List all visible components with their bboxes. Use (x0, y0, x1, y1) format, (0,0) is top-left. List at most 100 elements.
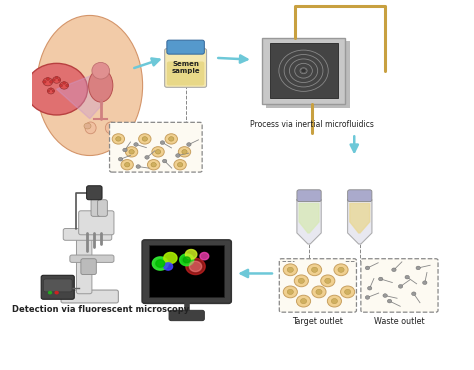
Circle shape (84, 123, 91, 129)
FancyBboxPatch shape (297, 190, 321, 202)
Circle shape (129, 149, 134, 154)
Circle shape (297, 295, 310, 307)
Polygon shape (180, 254, 194, 266)
Circle shape (341, 286, 355, 298)
Circle shape (155, 149, 161, 154)
Circle shape (60, 84, 63, 87)
Circle shape (345, 289, 351, 295)
Circle shape (379, 277, 383, 281)
Circle shape (50, 88, 52, 90)
FancyBboxPatch shape (262, 38, 346, 104)
Circle shape (160, 141, 164, 144)
FancyBboxPatch shape (70, 255, 114, 262)
Circle shape (298, 278, 304, 283)
Polygon shape (152, 257, 168, 270)
FancyBboxPatch shape (76, 233, 92, 294)
Circle shape (60, 82, 69, 89)
FancyBboxPatch shape (61, 290, 118, 303)
Circle shape (301, 299, 307, 304)
Circle shape (136, 165, 140, 168)
Polygon shape (56, 74, 103, 119)
Circle shape (398, 285, 403, 288)
FancyBboxPatch shape (44, 279, 72, 292)
Circle shape (174, 159, 186, 170)
Polygon shape (297, 200, 321, 244)
Circle shape (163, 159, 167, 163)
Circle shape (169, 137, 174, 141)
Circle shape (125, 162, 130, 167)
Circle shape (334, 264, 348, 276)
Circle shape (405, 275, 410, 279)
Circle shape (46, 78, 49, 80)
FancyBboxPatch shape (167, 40, 204, 54)
Circle shape (294, 275, 309, 287)
Ellipse shape (89, 69, 113, 102)
FancyBboxPatch shape (270, 43, 337, 98)
Circle shape (53, 77, 61, 83)
Ellipse shape (105, 122, 117, 134)
Circle shape (43, 80, 46, 83)
Circle shape (338, 267, 344, 272)
Polygon shape (200, 252, 209, 260)
Circle shape (63, 82, 66, 84)
Circle shape (123, 148, 127, 152)
FancyBboxPatch shape (169, 310, 204, 321)
Circle shape (165, 134, 177, 144)
Circle shape (287, 267, 293, 272)
Circle shape (118, 157, 123, 161)
Text: Semen
sample: Semen sample (171, 61, 200, 74)
FancyBboxPatch shape (79, 211, 114, 235)
Circle shape (187, 142, 191, 146)
Circle shape (387, 299, 392, 303)
Circle shape (53, 79, 55, 81)
FancyBboxPatch shape (266, 41, 350, 108)
Polygon shape (299, 204, 319, 233)
Circle shape (312, 286, 326, 298)
Circle shape (142, 137, 147, 141)
Circle shape (145, 155, 149, 159)
Circle shape (52, 90, 55, 92)
Circle shape (26, 63, 88, 115)
Polygon shape (164, 263, 173, 270)
Ellipse shape (37, 16, 143, 155)
Polygon shape (185, 249, 197, 259)
Circle shape (178, 147, 191, 157)
Circle shape (55, 291, 59, 295)
Polygon shape (186, 258, 205, 275)
FancyBboxPatch shape (91, 196, 100, 216)
Circle shape (423, 281, 427, 285)
Polygon shape (347, 200, 372, 244)
Circle shape (311, 267, 318, 272)
Circle shape (283, 264, 297, 276)
Circle shape (126, 147, 138, 157)
Circle shape (411, 292, 416, 296)
FancyBboxPatch shape (279, 259, 356, 312)
Polygon shape (183, 257, 190, 263)
Circle shape (365, 296, 370, 299)
Circle shape (365, 266, 370, 270)
Circle shape (151, 162, 156, 167)
FancyBboxPatch shape (98, 200, 107, 216)
Circle shape (321, 275, 335, 287)
Circle shape (325, 278, 331, 283)
FancyBboxPatch shape (41, 275, 74, 299)
Ellipse shape (85, 122, 96, 134)
FancyBboxPatch shape (142, 240, 231, 303)
Circle shape (308, 264, 322, 276)
Circle shape (147, 159, 160, 170)
Circle shape (392, 268, 396, 272)
Circle shape (331, 299, 337, 304)
Circle shape (116, 137, 121, 141)
Text: Detection via fluorescent microscopy: Detection via fluorescent microscopy (12, 305, 189, 314)
Text: Process via inertial microfluidics: Process via inertial microfluidics (250, 121, 374, 130)
FancyBboxPatch shape (167, 61, 204, 85)
Circle shape (176, 154, 180, 157)
Polygon shape (164, 252, 177, 263)
FancyBboxPatch shape (149, 245, 224, 297)
Circle shape (48, 291, 52, 295)
Circle shape (43, 78, 53, 86)
FancyBboxPatch shape (81, 259, 96, 275)
Circle shape (152, 147, 164, 157)
Circle shape (112, 134, 125, 144)
Circle shape (66, 84, 69, 87)
